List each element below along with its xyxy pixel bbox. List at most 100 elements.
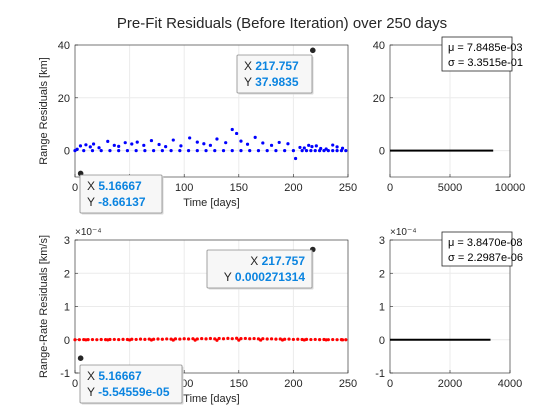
range_scatter-point <box>335 145 339 149</box>
range_scatter-point <box>171 138 175 142</box>
rate_scatter-point <box>165 337 169 341</box>
rate_hist-x-tick-label: 2000 <box>438 378 462 390</box>
range_scatter-x-tick-label: 0 <box>72 182 78 194</box>
range_scatter-point <box>179 144 183 148</box>
rate_scatter-y-tick-label: 0 <box>64 335 70 347</box>
rate_scatter-point <box>324 338 328 342</box>
rate_hist-y-tick-label: 2 <box>379 268 385 280</box>
range_scatter-point <box>224 141 228 145</box>
range_scatter-y-tick-label: 0 <box>64 146 70 158</box>
range_scatter-point <box>313 149 317 153</box>
range_scatter-point <box>235 131 239 136</box>
range_scatter-point <box>339 149 344 153</box>
rate_scatter-point <box>221 337 226 341</box>
rate_hist-y-tick-label: -1 <box>375 368 385 380</box>
rate_scatter-point <box>171 338 175 342</box>
range_scatter-point <box>149 138 154 143</box>
range_hist-histogram-bar <box>390 149 494 152</box>
rate_scatter-point <box>156 337 160 341</box>
rate_scatter-point <box>259 338 263 342</box>
rate_scatter-point <box>99 337 103 342</box>
rate_scatter-point <box>160 337 164 341</box>
range_scatter-point <box>340 146 345 150</box>
rate_scatter-datatip-axis-label: X <box>250 254 261 268</box>
range_scatter-x-tick-label: 200 <box>284 182 302 194</box>
range_scatter-point <box>307 143 311 147</box>
range_scatter-datatip-box <box>236 54 313 94</box>
range_scatter-point <box>331 149 335 153</box>
rate_scatter-x-tick-label: 0 <box>72 378 78 390</box>
rate_scatter-point <box>134 337 138 342</box>
rate_scatter-point <box>309 337 313 342</box>
rate_scatter-datatip-value: 5.16667 <box>98 369 142 383</box>
rate_scatter-point <box>90 337 95 342</box>
rate_scatter-datatip-box <box>79 364 183 404</box>
rate_scatter-point <box>121 337 125 341</box>
rate_scatter-point <box>215 338 219 342</box>
range_scatter-point <box>117 144 121 148</box>
rate_scatter-datatip-row: Y 0.000271314 <box>224 270 306 284</box>
rate_scatter-datatip-axis-label: Y <box>87 385 98 399</box>
range_scatter-point <box>309 149 313 153</box>
rate_scatter-datatip-row: X 217.757 <box>250 254 305 268</box>
range_scatter-point <box>213 149 217 153</box>
range_hist-legend-entry: σ = 3.3515e-01 <box>448 57 523 69</box>
range_scatter-point <box>277 140 281 145</box>
range_scatter-datatip-value: 5.16667 <box>98 179 142 193</box>
range_scatter-point <box>274 149 278 153</box>
range_scatter-point <box>239 139 243 143</box>
range_scatter-datatip-axis-label: X <box>87 179 98 193</box>
rate_scatter-point <box>128 338 132 342</box>
range_scatter-point <box>157 142 161 147</box>
range_scatter-point <box>208 143 213 147</box>
range_scatter-datatip-value: 217.757 <box>255 59 299 73</box>
rate_scatter-point <box>252 336 256 341</box>
range_scatter-point <box>73 149 77 153</box>
range_scatter-x-tick-label: 100 <box>175 182 193 194</box>
range_scatter-point <box>169 149 173 153</box>
range_scatter-point <box>195 149 199 153</box>
range_scatter-point <box>178 149 182 153</box>
range_scatter-point <box>253 135 257 139</box>
range_scatter-datatip-box <box>79 174 163 214</box>
range_scatter-point <box>160 149 164 153</box>
rate_scatter-point <box>178 337 182 341</box>
range_scatter-point <box>82 149 86 153</box>
range_scatter-x-axis-label: Time [days] <box>183 197 239 209</box>
rate_scatter-point <box>280 338 285 342</box>
range_scatter-point <box>135 140 139 144</box>
rate_scatter-point <box>112 337 116 342</box>
range_scatter-datatip-axis-label: Y <box>87 195 98 209</box>
range_scatter-x-tick-label: 150 <box>230 182 248 194</box>
rate_scatter-point <box>243 336 247 341</box>
range_scatter-point <box>335 149 339 153</box>
range_scatter-point <box>143 149 147 153</box>
range_scatter-point <box>293 156 298 161</box>
range_scatter-point <box>202 142 206 146</box>
rate_scatter-y-exponent: ×10⁻⁴ <box>75 227 102 238</box>
range_scatter-point <box>117 149 121 153</box>
range_scatter-point <box>152 149 156 153</box>
rate_scatter-y-tick-label: -1 <box>60 368 70 380</box>
range_scatter-point <box>302 146 306 150</box>
range_scatter-point <box>269 143 274 147</box>
rate_scatter-point <box>143 337 147 341</box>
rate_scatter-point <box>230 337 234 341</box>
rate_scatter-y-tick-label: 2 <box>64 268 70 280</box>
range_scatter-point <box>230 149 234 153</box>
range_scatter-point <box>112 143 116 147</box>
range_scatter-point <box>188 136 192 140</box>
rate_scatter-point <box>200 336 204 341</box>
plots: 05010015020025002040Time [days]Range Res… <box>38 36 525 405</box>
range_hist-y-tick-label: 40 <box>373 40 385 52</box>
rate_scatter-point <box>265 337 269 341</box>
range_scatter-x-tick-label: 250 <box>339 182 357 194</box>
range_scatter-point <box>304 149 309 153</box>
range_scatter-datatip-row: Y -8.66137 <box>87 195 146 209</box>
range_scatter-point <box>164 145 168 149</box>
rate_scatter-point <box>149 338 154 342</box>
rate_scatter-point <box>296 337 300 341</box>
rate_scatter-y-tick-label: 3 <box>64 235 70 247</box>
